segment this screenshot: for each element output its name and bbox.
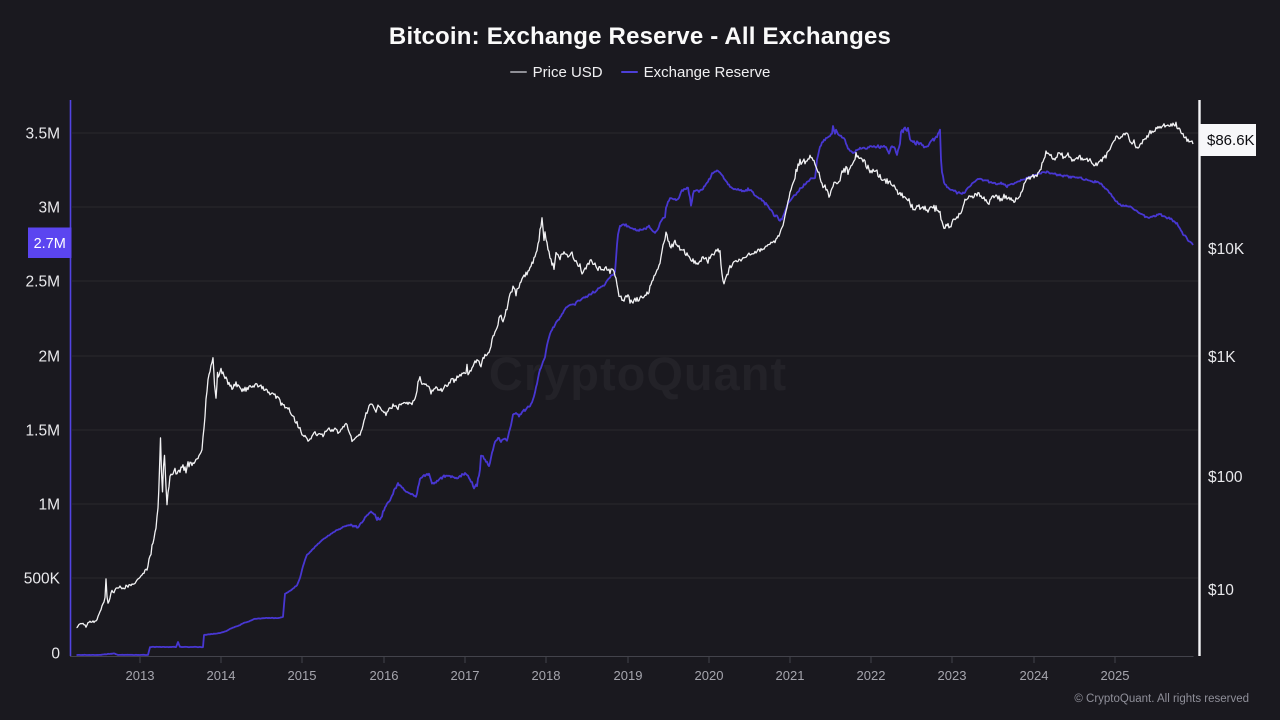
svg-text:$1K: $1K [1208,349,1236,366]
svg-text:2021: 2021 [776,668,805,683]
svg-text:$10K: $10K [1208,241,1245,258]
svg-text:2023: 2023 [938,668,967,683]
svg-text:2016: 2016 [370,668,399,683]
svg-text:2019: 2019 [614,668,643,683]
svg-text:2.5M: 2.5M [26,274,60,291]
svg-text:CryptoQuant: CryptoQuant [489,347,787,400]
svg-text:$100: $100 [1208,469,1243,486]
svg-text:3.5M: 3.5M [26,126,60,143]
svg-text:2020: 2020 [695,668,724,683]
svg-text:1M: 1M [38,497,60,514]
svg-text:1.5M: 1.5M [26,423,60,440]
svg-text:2017: 2017 [451,668,480,683]
svg-text:2024: 2024 [1020,668,1049,683]
svg-text:2M: 2M [38,349,60,366]
svg-text:0: 0 [51,646,60,663]
svg-text:2025: 2025 [1101,668,1130,683]
svg-text:2015: 2015 [288,668,317,683]
svg-text:500K: 500K [24,571,61,588]
svg-text:$86.6K: $86.6K [1207,132,1255,149]
svg-text:2022: 2022 [857,668,886,683]
svg-text:2013: 2013 [126,668,155,683]
svg-text:2.7M: 2.7M [34,236,66,252]
svg-text:2014: 2014 [207,668,236,683]
svg-text:2018: 2018 [532,668,561,683]
svg-text:3M: 3M [38,200,60,217]
svg-text:$10: $10 [1208,582,1234,599]
